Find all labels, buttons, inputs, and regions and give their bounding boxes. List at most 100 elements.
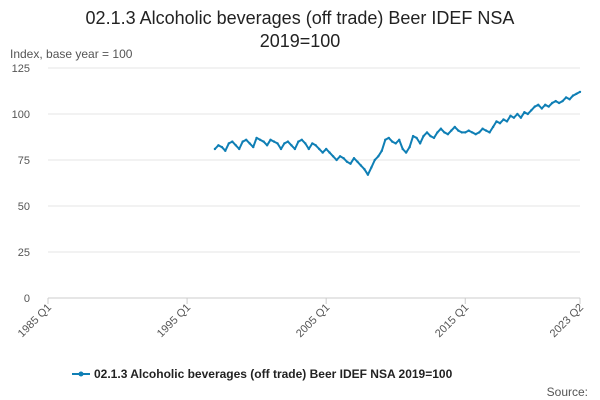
- data-point[interactable]: [234, 144, 237, 147]
- data-point[interactable]: [457, 129, 460, 132]
- data-point[interactable]: [248, 142, 251, 145]
- data-point[interactable]: [554, 99, 557, 103]
- data-point[interactable]: [488, 131, 491, 134]
- data-point[interactable]: [321, 151, 324, 154]
- data-point[interactable]: [436, 131, 439, 134]
- data-point[interactable]: [471, 131, 474, 134]
- data-point[interactable]: [220, 145, 224, 149]
- data-point[interactable]: [495, 120, 498, 123]
- data-point[interactable]: [304, 142, 307, 145]
- data-point[interactable]: [217, 144, 220, 147]
- data-point[interactable]: [429, 134, 432, 138]
- data-point[interactable]: [415, 136, 418, 140]
- data-point[interactable]: [439, 127, 443, 130]
- data-point[interactable]: [547, 105, 550, 108]
- data-point[interactable]: [231, 140, 234, 143]
- data-point[interactable]: [391, 140, 394, 143]
- data-point[interactable]: [238, 147, 241, 151]
- data-point[interactable]: [262, 140, 265, 143]
- data-point[interactable]: [307, 147, 310, 151]
- data-point[interactable]: [408, 145, 411, 149]
- data-point[interactable]: [561, 99, 564, 103]
- data-point[interactable]: [342, 157, 345, 160]
- data-point[interactable]: [411, 134, 415, 138]
- data-point[interactable]: [516, 112, 519, 116]
- data-point[interactable]: [363, 168, 366, 171]
- data-point[interactable]: [398, 138, 401, 141]
- data-point[interactable]: [464, 131, 467, 134]
- data-point[interactable]: [283, 142, 286, 145]
- data-point[interactable]: [290, 144, 293, 147]
- data-point[interactable]: [568, 98, 571, 101]
- data-point[interactable]: [384, 138, 387, 141]
- data-point[interactable]: [387, 136, 390, 140]
- data-point[interactable]: [544, 103, 547, 107]
- data-point[interactable]: [227, 142, 230, 145]
- data-point[interactable]: [328, 151, 331, 154]
- legend[interactable]: 02.1.3 Alcoholic beverages (off trade) B…: [72, 367, 453, 381]
- data-point[interactable]: [450, 129, 453, 132]
- data-point[interactable]: [293, 147, 297, 151]
- data-point[interactable]: [422, 134, 425, 138]
- data-point[interactable]: [279, 147, 283, 151]
- data-point[interactable]: [478, 131, 481, 134]
- data-point[interactable]: [564, 96, 568, 99]
- data-point[interactable]: [404, 151, 408, 154]
- data-point[interactable]: [276, 142, 279, 145]
- data-point[interactable]: [523, 111, 526, 114]
- data-point[interactable]: [530, 109, 533, 112]
- data-point[interactable]: [297, 140, 300, 143]
- data-point[interactable]: [356, 160, 359, 163]
- data-point[interactable]: [366, 173, 370, 176]
- data-point[interactable]: [509, 114, 512, 118]
- data-point[interactable]: [349, 162, 352, 165]
- data-point[interactable]: [418, 142, 422, 145]
- data-point[interactable]: [258, 138, 262, 141]
- data-point[interactable]: [526, 112, 529, 116]
- data-point[interactable]: [443, 131, 446, 134]
- data-point[interactable]: [394, 142, 397, 145]
- data-point[interactable]: [213, 147, 217, 151]
- data-point[interactable]: [245, 138, 248, 141]
- data-point[interactable]: [272, 140, 276, 143]
- data-point[interactable]: [537, 103, 540, 107]
- data-point[interactable]: [401, 147, 404, 151]
- data-point[interactable]: [533, 105, 536, 108]
- data-point[interactable]: [484, 129, 488, 132]
- data-point[interactable]: [519, 116, 523, 119]
- data-point[interactable]: [370, 166, 373, 169]
- data-point[interactable]: [377, 155, 380, 158]
- data-point[interactable]: [252, 145, 255, 149]
- data-point[interactable]: [425, 131, 429, 134]
- data-point[interactable]: [286, 140, 290, 143]
- data-point[interactable]: [432, 136, 436, 140]
- data-point[interactable]: [331, 155, 335, 158]
- data-point[interactable]: [338, 155, 342, 158]
- data-point[interactable]: [498, 122, 502, 125]
- data-point[interactable]: [345, 160, 349, 163]
- data-point[interactable]: [269, 138, 272, 141]
- data-point[interactable]: [325, 147, 328, 151]
- data-point[interactable]: [571, 94, 575, 97]
- data-point[interactable]: [335, 158, 338, 162]
- data-point[interactable]: [512, 116, 516, 119]
- data-point[interactable]: [557, 101, 561, 105]
- data-point[interactable]: [474, 133, 477, 136]
- data-point[interactable]: [446, 133, 450, 136]
- data-point[interactable]: [578, 90, 582, 94]
- data-point[interactable]: [380, 149, 383, 152]
- data-point[interactable]: [467, 129, 470, 132]
- data-point[interactable]: [491, 125, 495, 129]
- data-point[interactable]: [265, 144, 269, 147]
- data-point[interactable]: [300, 138, 303, 141]
- data-point[interactable]: [352, 157, 356, 160]
- data-point[interactable]: [318, 147, 321, 151]
- data-point[interactable]: [224, 149, 227, 152]
- data-point[interactable]: [255, 136, 258, 140]
- data-point[interactable]: [551, 101, 554, 105]
- data-point[interactable]: [502, 118, 505, 121]
- data-point[interactable]: [575, 92, 578, 96]
- data-point[interactable]: [311, 142, 314, 145]
- data-point[interactable]: [505, 120, 509, 123]
- data-point[interactable]: [460, 131, 463, 134]
